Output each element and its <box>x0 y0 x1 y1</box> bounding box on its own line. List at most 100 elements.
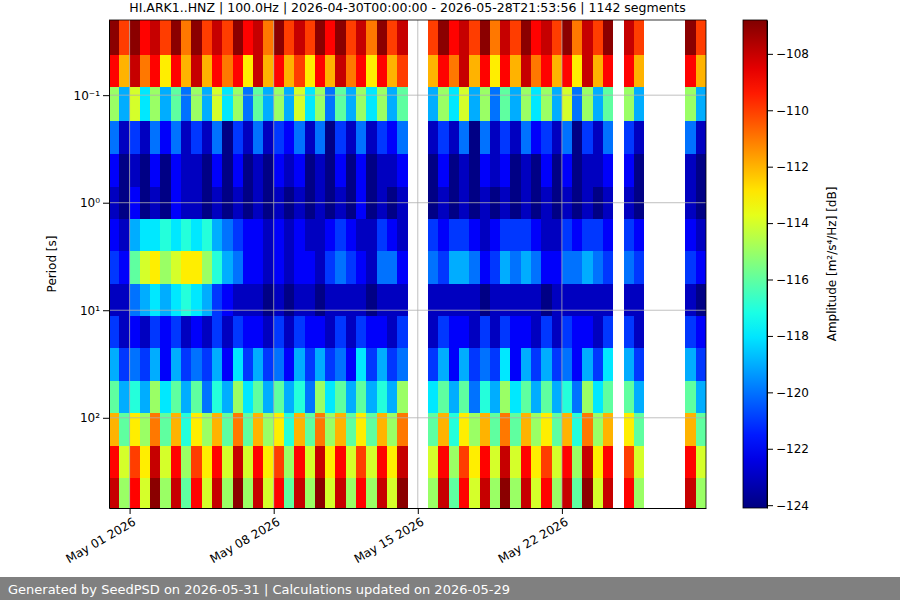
heatmap-cell <box>624 251 634 283</box>
heatmap-cell <box>490 121 500 154</box>
colorbar-tick: −116 <box>767 273 809 287</box>
heatmap-cell <box>531 219 541 251</box>
heatmap-cell <box>130 20 140 55</box>
heatmap-cell <box>243 251 253 283</box>
heatmap-cell <box>582 87 592 120</box>
heatmap-cell <box>377 381 387 413</box>
heatmap-cell <box>263 381 273 413</box>
heatmap-cell <box>562 446 572 478</box>
heatmap-cell <box>181 87 191 120</box>
heatmap-cell <box>212 284 222 316</box>
heatmap-cell <box>624 154 634 186</box>
heatmap-cell <box>459 219 469 251</box>
heatmap-cell <box>500 478 510 508</box>
heatmap-cell <box>222 251 232 283</box>
heatmap-cell <box>109 478 119 508</box>
heatmap-cell <box>253 478 263 508</box>
heatmap-cell <box>243 348 253 380</box>
heatmap-cell <box>510 381 520 413</box>
heatmap-cell <box>233 478 243 508</box>
heatmap-cell <box>160 87 170 120</box>
heatmap-cell <box>140 20 150 55</box>
heatmap-cell <box>552 284 562 316</box>
heatmap-cell <box>469 121 479 154</box>
heatmap-cell <box>294 87 304 120</box>
heatmap-cell <box>377 20 387 55</box>
heatmap-cell <box>541 251 551 283</box>
heatmap-cell <box>552 381 562 413</box>
heatmap-cell <box>685 446 695 478</box>
heatmap-cell <box>222 20 232 55</box>
heatmap-cell <box>490 20 500 55</box>
heatmap-cell <box>202 446 212 478</box>
heatmap-cell <box>521 316 531 348</box>
heatmap-cell <box>685 284 695 316</box>
heatmap-cell <box>191 284 201 316</box>
heatmap-cell <box>634 154 644 186</box>
heatmap-cell <box>305 478 315 508</box>
heatmap-cell <box>387 284 397 316</box>
heatmap-cell <box>212 55 222 87</box>
colorbar-tick-label: −122 <box>776 442 809 456</box>
heatmap-cell <box>150 154 160 186</box>
heatmap-cell <box>150 55 160 87</box>
heatmap-cell <box>582 478 592 508</box>
heatmap-cell <box>253 20 263 55</box>
heatmap-cell <box>490 87 500 120</box>
heatmap-cell <box>531 55 541 87</box>
heatmap-cell <box>500 381 510 413</box>
heatmap-cell <box>346 478 356 508</box>
heatmap-cell <box>202 154 212 186</box>
heatmap-cell <box>696 154 706 186</box>
heatmap-cell <box>469 316 479 348</box>
colorbar-tick-mark <box>767 110 773 111</box>
colorbar-tick: −108 <box>767 47 809 61</box>
heatmap-cell <box>366 284 376 316</box>
heatmap-cell <box>459 20 469 55</box>
heatmap-cell <box>160 381 170 413</box>
heatmap-cell <box>233 55 243 87</box>
heatmap-cell <box>335 219 345 251</box>
heatmap-cell <box>160 478 170 508</box>
heatmap-cell <box>696 251 706 283</box>
heatmap-cell <box>119 219 129 251</box>
heatmap-cell <box>325 55 335 87</box>
heatmap-cell <box>305 316 315 348</box>
heatmap-cell <box>490 316 500 348</box>
heatmap-cell <box>377 87 387 120</box>
heatmap-cell <box>346 55 356 87</box>
heatmap-cell <box>696 121 706 154</box>
heatmap-cell <box>263 20 273 55</box>
heatmap-cell <box>253 316 263 348</box>
heatmap-cell <box>562 251 572 283</box>
heatmap-cell <box>459 381 469 413</box>
heatmap-cell <box>552 154 562 186</box>
yticks-tick: 10¹ <box>80 304 109 318</box>
heatmap-cell <box>160 121 170 154</box>
colorbar-tick-label: −120 <box>776 386 809 400</box>
heatmap-cell <box>243 219 253 251</box>
heatmap-cell <box>685 154 695 186</box>
heatmap-cell <box>624 316 634 348</box>
heatmap-cell <box>150 348 160 380</box>
heatmap-cell <box>490 219 500 251</box>
heatmap-cell <box>315 348 325 380</box>
heatmap-cell <box>469 348 479 380</box>
heatmap-cell <box>387 55 397 87</box>
colorbar-tick-mark <box>767 167 773 168</box>
heatmap-cell <box>397 284 407 316</box>
heatmap-cell <box>140 348 150 380</box>
heatmap-cell <box>634 381 644 413</box>
heatmap-cell <box>191 55 201 87</box>
heatmap-cell <box>294 154 304 186</box>
heatmap-cell <box>438 55 448 87</box>
heatmap-cell <box>603 446 613 478</box>
heatmap-cell <box>634 284 644 316</box>
heatmap-cell <box>696 55 706 87</box>
heatmap-cell <box>510 121 520 154</box>
heatmap-cell <box>119 348 129 380</box>
heatmap-cell <box>171 478 181 508</box>
heatmap-cell <box>593 284 603 316</box>
heatmap-cell <box>315 478 325 508</box>
heatmap-cell <box>346 219 356 251</box>
